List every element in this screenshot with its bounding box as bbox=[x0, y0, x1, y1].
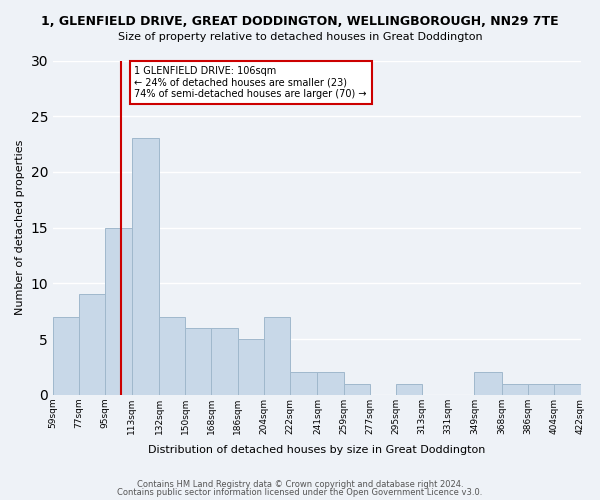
Text: Contains public sector information licensed under the Open Government Licence v3: Contains public sector information licen… bbox=[118, 488, 482, 497]
Bar bbox=[264, 316, 290, 394]
X-axis label: Distribution of detached houses by size in Great Doddington: Distribution of detached houses by size … bbox=[148, 445, 485, 455]
Bar bbox=[344, 384, 370, 394]
Text: 1, GLENFIELD DRIVE, GREAT DODDINGTON, WELLINGBOROUGH, NN29 7TE: 1, GLENFIELD DRIVE, GREAT DODDINGTON, WE… bbox=[41, 15, 559, 28]
Bar bbox=[528, 384, 554, 394]
Bar bbox=[159, 316, 185, 394]
Bar bbox=[475, 372, 502, 394]
Bar bbox=[211, 328, 238, 394]
Text: Size of property relative to detached houses in Great Doddington: Size of property relative to detached ho… bbox=[118, 32, 482, 42]
Bar bbox=[53, 316, 79, 394]
Text: Contains HM Land Registry data © Crown copyright and database right 2024.: Contains HM Land Registry data © Crown c… bbox=[137, 480, 463, 489]
Bar bbox=[502, 384, 528, 394]
Bar bbox=[554, 384, 581, 394]
Bar bbox=[131, 138, 159, 394]
Bar bbox=[79, 294, 106, 394]
Bar bbox=[290, 372, 317, 394]
Text: 1 GLENFIELD DRIVE: 106sqm
← 24% of detached houses are smaller (23)
74% of semi-: 1 GLENFIELD DRIVE: 106sqm ← 24% of detac… bbox=[134, 66, 367, 100]
Bar bbox=[396, 384, 422, 394]
Bar bbox=[106, 228, 131, 394]
Bar bbox=[185, 328, 211, 394]
Y-axis label: Number of detached properties: Number of detached properties bbox=[15, 140, 25, 316]
Bar bbox=[238, 339, 264, 394]
Bar bbox=[317, 372, 344, 394]
